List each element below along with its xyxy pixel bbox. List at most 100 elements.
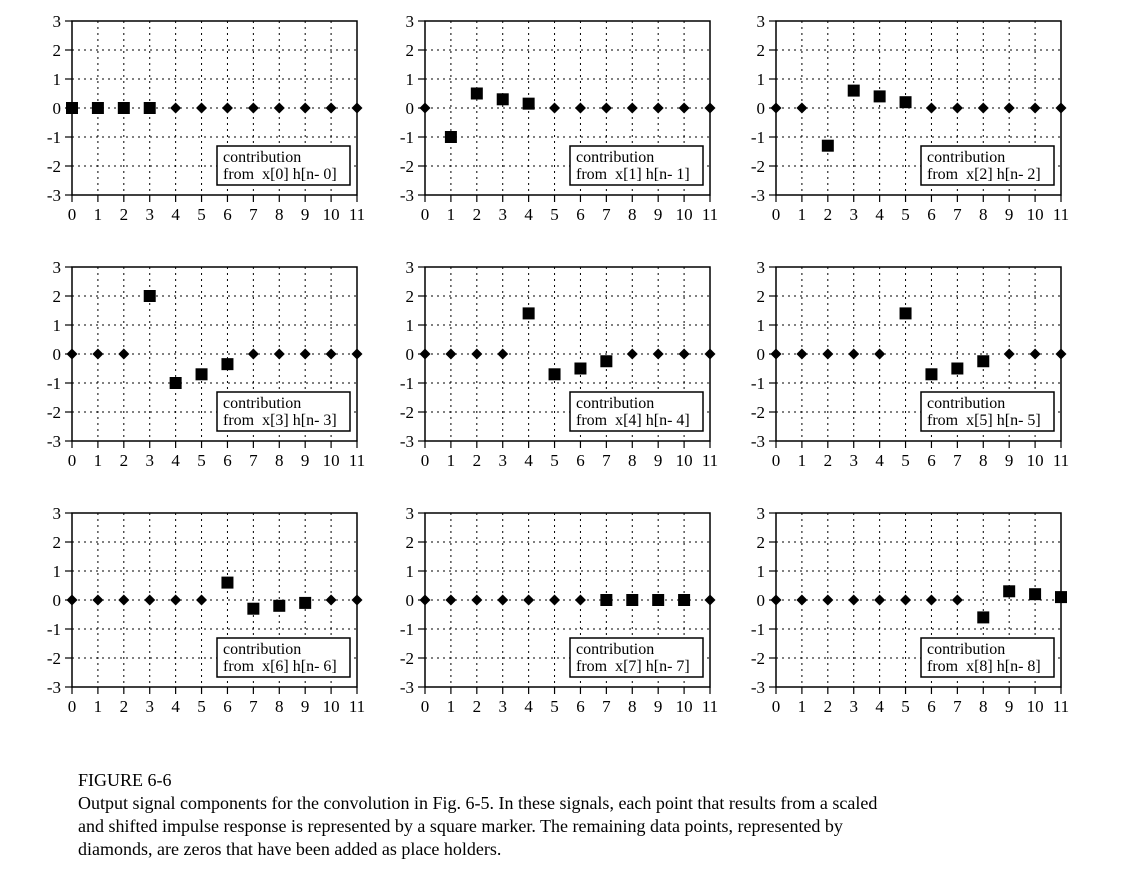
x-tick-label: 7 <box>602 451 611 470</box>
diamond-marker <box>574 594 586 606</box>
diamond-marker <box>351 348 363 360</box>
y-tick-label: 2 <box>406 41 415 60</box>
square-marker <box>470 87 483 100</box>
square-marker <box>1003 585 1016 598</box>
x-tick-label: 8 <box>628 451 637 470</box>
y-tick-label: -1 <box>751 620 765 639</box>
x-tick-label: 0 <box>772 205 781 224</box>
y-tick-label: 2 <box>757 287 766 306</box>
y-tick-label: -3 <box>400 678 414 697</box>
y-tick-label: 3 <box>53 258 62 277</box>
y-tick-label: 1 <box>757 562 766 581</box>
x-tick-label: 7 <box>953 451 962 470</box>
figure-caption: FIGURE 6-6 Output signal components for … <box>78 769 1078 861</box>
y-tick-label: 1 <box>406 70 415 89</box>
y-tick-label: -3 <box>47 678 61 697</box>
diamond-marker <box>1029 348 1041 360</box>
x-tick-label: 9 <box>301 697 310 716</box>
y-tick-label: -1 <box>751 374 765 393</box>
diamond-marker <box>925 594 937 606</box>
square-marker <box>1055 591 1067 604</box>
diamond-marker <box>325 594 337 606</box>
x-tick-label: 5 <box>901 205 910 224</box>
legend-line-1: contribution <box>576 395 654 412</box>
x-tick-label: 3 <box>145 451 154 470</box>
diamond-marker <box>822 348 834 360</box>
x-tick-label: 8 <box>979 697 988 716</box>
x-tick-label: 9 <box>654 451 663 470</box>
diamond-marker <box>770 102 782 114</box>
x-tick-label: 0 <box>421 697 430 716</box>
x-tick-label: 9 <box>301 205 310 224</box>
diamond-marker <box>704 594 716 606</box>
x-tick-label: 11 <box>702 205 718 224</box>
caption-line-1: Output signal components for the convolu… <box>78 793 878 813</box>
diamond-marker <box>704 102 716 114</box>
square-marker <box>169 377 182 389</box>
x-tick-label: 0 <box>772 697 781 716</box>
x-tick-label: 10 <box>1027 697 1044 716</box>
x-tick-label: 0 <box>772 451 781 470</box>
diamond-marker <box>497 348 509 360</box>
x-tick-label: 8 <box>979 205 988 224</box>
diamond-marker <box>874 348 886 360</box>
x-tick-label: 11 <box>1053 451 1069 470</box>
x-tick-label: 5 <box>901 697 910 716</box>
legend-line-1: contribution <box>927 641 1005 658</box>
x-tick-label: 0 <box>68 451 77 470</box>
x-tick-label: 9 <box>1005 451 1014 470</box>
x-tick-label: 8 <box>275 451 284 470</box>
diamond-marker <box>549 102 561 114</box>
square-marker <box>626 594 639 606</box>
y-tick-label: 0 <box>53 591 62 610</box>
y-tick-label: -3 <box>47 186 61 205</box>
y-tick-label: -3 <box>400 186 414 205</box>
legend-line-2: from x[1] h[n- 1] <box>576 166 690 183</box>
x-tick-label: 8 <box>628 697 637 716</box>
y-tick-label: 3 <box>757 258 766 277</box>
legend-line-2: from x[6] h[n- 6] <box>223 658 337 675</box>
y-tick-label: -3 <box>47 432 61 451</box>
y-tick-label: 3 <box>53 504 62 523</box>
x-tick-label: 3 <box>145 697 154 716</box>
x-tick-label: 8 <box>275 697 284 716</box>
x-tick-label: 1 <box>447 205 456 224</box>
diamond-marker <box>351 594 363 606</box>
square-marker <box>299 596 312 609</box>
square-marker <box>899 96 912 109</box>
y-tick-label: 0 <box>757 591 766 610</box>
y-tick-label: 1 <box>406 562 415 581</box>
x-tick-label: 10 <box>676 451 693 470</box>
legend-line-2: from x[7] h[n- 7] <box>576 658 690 675</box>
y-tick-label: -1 <box>400 620 414 639</box>
diamond-marker <box>273 348 285 360</box>
x-tick-label: 5 <box>197 205 206 224</box>
x-tick-label: 9 <box>1005 205 1014 224</box>
diamond-marker <box>678 102 690 114</box>
y-tick-label: -2 <box>47 403 61 422</box>
x-tick-label: 10 <box>323 205 340 224</box>
x-tick-label: 4 <box>171 205 180 224</box>
y-tick-label: 2 <box>757 533 766 552</box>
square-marker <box>678 594 691 606</box>
x-tick-label: 5 <box>550 205 559 224</box>
x-tick-label: 10 <box>676 205 693 224</box>
y-tick-label: -2 <box>47 157 61 176</box>
x-tick-label: 5 <box>550 697 559 716</box>
diamond-marker <box>770 348 782 360</box>
diamond-marker <box>848 348 860 360</box>
diamond-marker <box>247 102 259 114</box>
y-tick-label: 1 <box>757 316 766 335</box>
diamond-marker <box>445 594 457 606</box>
diamond-marker <box>92 348 104 360</box>
y-tick-label: 0 <box>53 345 62 364</box>
x-tick-label: 1 <box>798 697 807 716</box>
y-tick-label: 2 <box>53 41 62 60</box>
x-tick-label: 9 <box>654 205 663 224</box>
legend-box <box>216 637 351 678</box>
square-marker <box>574 362 587 375</box>
square-marker <box>600 594 613 606</box>
diamond-marker <box>196 102 208 114</box>
